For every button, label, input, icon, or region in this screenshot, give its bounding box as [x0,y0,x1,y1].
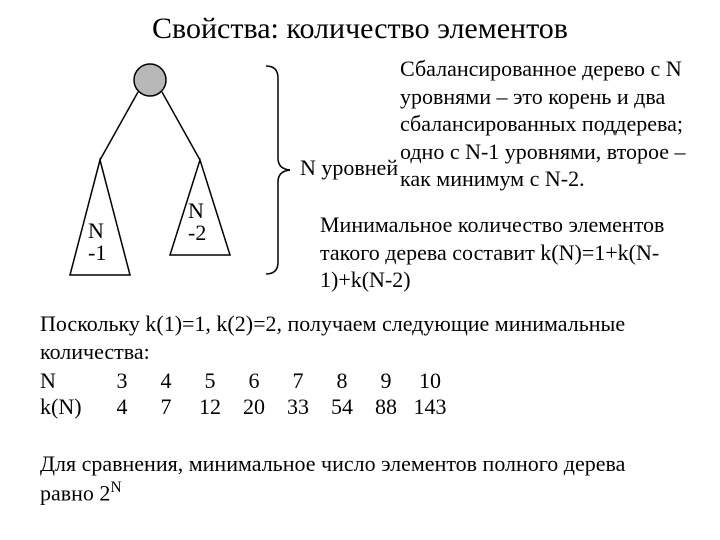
sequence-table: N 3 4 5 6 7 8 9 10 k(N) 4 7 12 20 33 54 … [40,368,452,420]
seq-N-7: 10 [408,368,452,394]
seq-kN-5: 54 [320,394,364,420]
brace-path [266,66,290,274]
seq-kN-1: 7 [144,394,188,420]
seq-kN-2: 12 [188,394,232,420]
subtree-left-label-line2: -1 [88,240,106,265]
definition-text: Сбалансированное дерево с N уровнями – э… [400,55,700,193]
seq-kN-4: 33 [276,394,320,420]
n-levels-label: N уровней [300,155,398,181]
comparison-prefix: Для сравнения, минимальное число элемент… [40,451,625,505]
comparison-exponent: N [110,479,121,496]
sequence-row-N: N 3 4 5 6 7 8 9 10 [40,368,452,394]
sequence-header-kN: k(N) [40,394,100,420]
slide-title: Свойства: количество элементов [0,12,720,46]
seq-N-6: 9 [364,368,408,394]
recurrence-text: Минимальное количество элементов такого … [320,211,700,294]
sequence-header-N: N [40,368,100,394]
brace-svg [260,60,290,280]
brace [260,60,290,280]
seq-kN-6: 88 [364,394,408,420]
seq-N-4: 7 [276,368,320,394]
tree-diagram-svg: N -1 N -2 [40,60,260,280]
sequence-row-kN: k(N) 4 7 12 20 33 54 88 143 [40,394,452,420]
sequence-intro-text: Поскольку k(1)=1, k(2)=2, получаем следу… [40,310,680,365]
seq-N-3: 6 [232,368,276,394]
seq-kN-0: 4 [100,394,144,420]
seq-kN-3: 20 [232,394,276,420]
tree-diagram: N -1 N -2 [40,60,260,280]
seq-N-5: 8 [320,368,364,394]
comparison-text: Для сравнения, минимальное число элемент… [40,450,680,506]
seq-kN-7: 143 [408,394,452,420]
seq-N-1: 4 [144,368,188,394]
seq-N-0: 3 [100,368,144,394]
seq-N-2: 5 [188,368,232,394]
edge-left [100,92,138,160]
root-node [134,64,166,96]
edge-right [162,92,200,160]
subtree-right-label-line2: -2 [188,220,206,245]
